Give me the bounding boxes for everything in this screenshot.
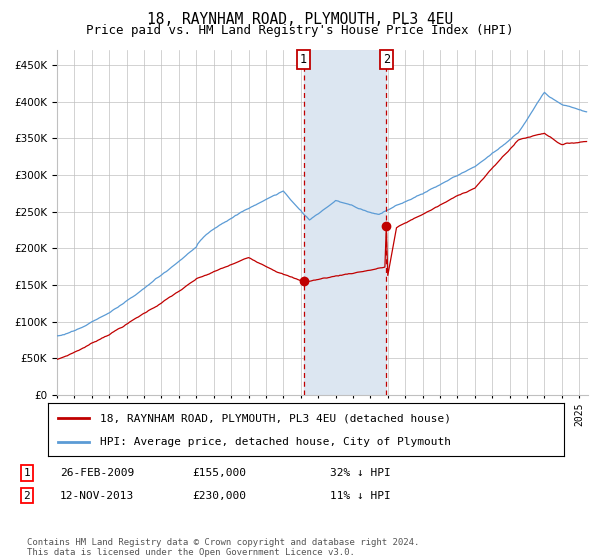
- Text: £230,000: £230,000: [192, 491, 246, 501]
- Text: HPI: Average price, detached house, City of Plymouth: HPI: Average price, detached house, City…: [100, 436, 451, 446]
- Text: 26-FEB-2009: 26-FEB-2009: [60, 468, 134, 478]
- Text: 1: 1: [300, 53, 307, 66]
- Text: 11% ↓ HPI: 11% ↓ HPI: [330, 491, 391, 501]
- Text: 18, RAYNHAM ROAD, PLYMOUTH, PL3 4EU: 18, RAYNHAM ROAD, PLYMOUTH, PL3 4EU: [147, 12, 453, 27]
- Text: 2: 2: [23, 491, 31, 501]
- Text: 18, RAYNHAM ROAD, PLYMOUTH, PL3 4EU (detached house): 18, RAYNHAM ROAD, PLYMOUTH, PL3 4EU (det…: [100, 413, 451, 423]
- Bar: [304, 50, 386, 395]
- Text: 32% ↓ HPI: 32% ↓ HPI: [330, 468, 391, 478]
- Text: Price paid vs. HM Land Registry's House Price Index (HPI): Price paid vs. HM Land Registry's House …: [86, 24, 514, 37]
- Text: 2: 2: [383, 53, 390, 66]
- Text: Contains HM Land Registry data © Crown copyright and database right 2024.
This d: Contains HM Land Registry data © Crown c…: [27, 538, 419, 557]
- Text: 12-NOV-2013: 12-NOV-2013: [60, 491, 134, 501]
- Text: £155,000: £155,000: [192, 468, 246, 478]
- Text: 1: 1: [23, 468, 31, 478]
